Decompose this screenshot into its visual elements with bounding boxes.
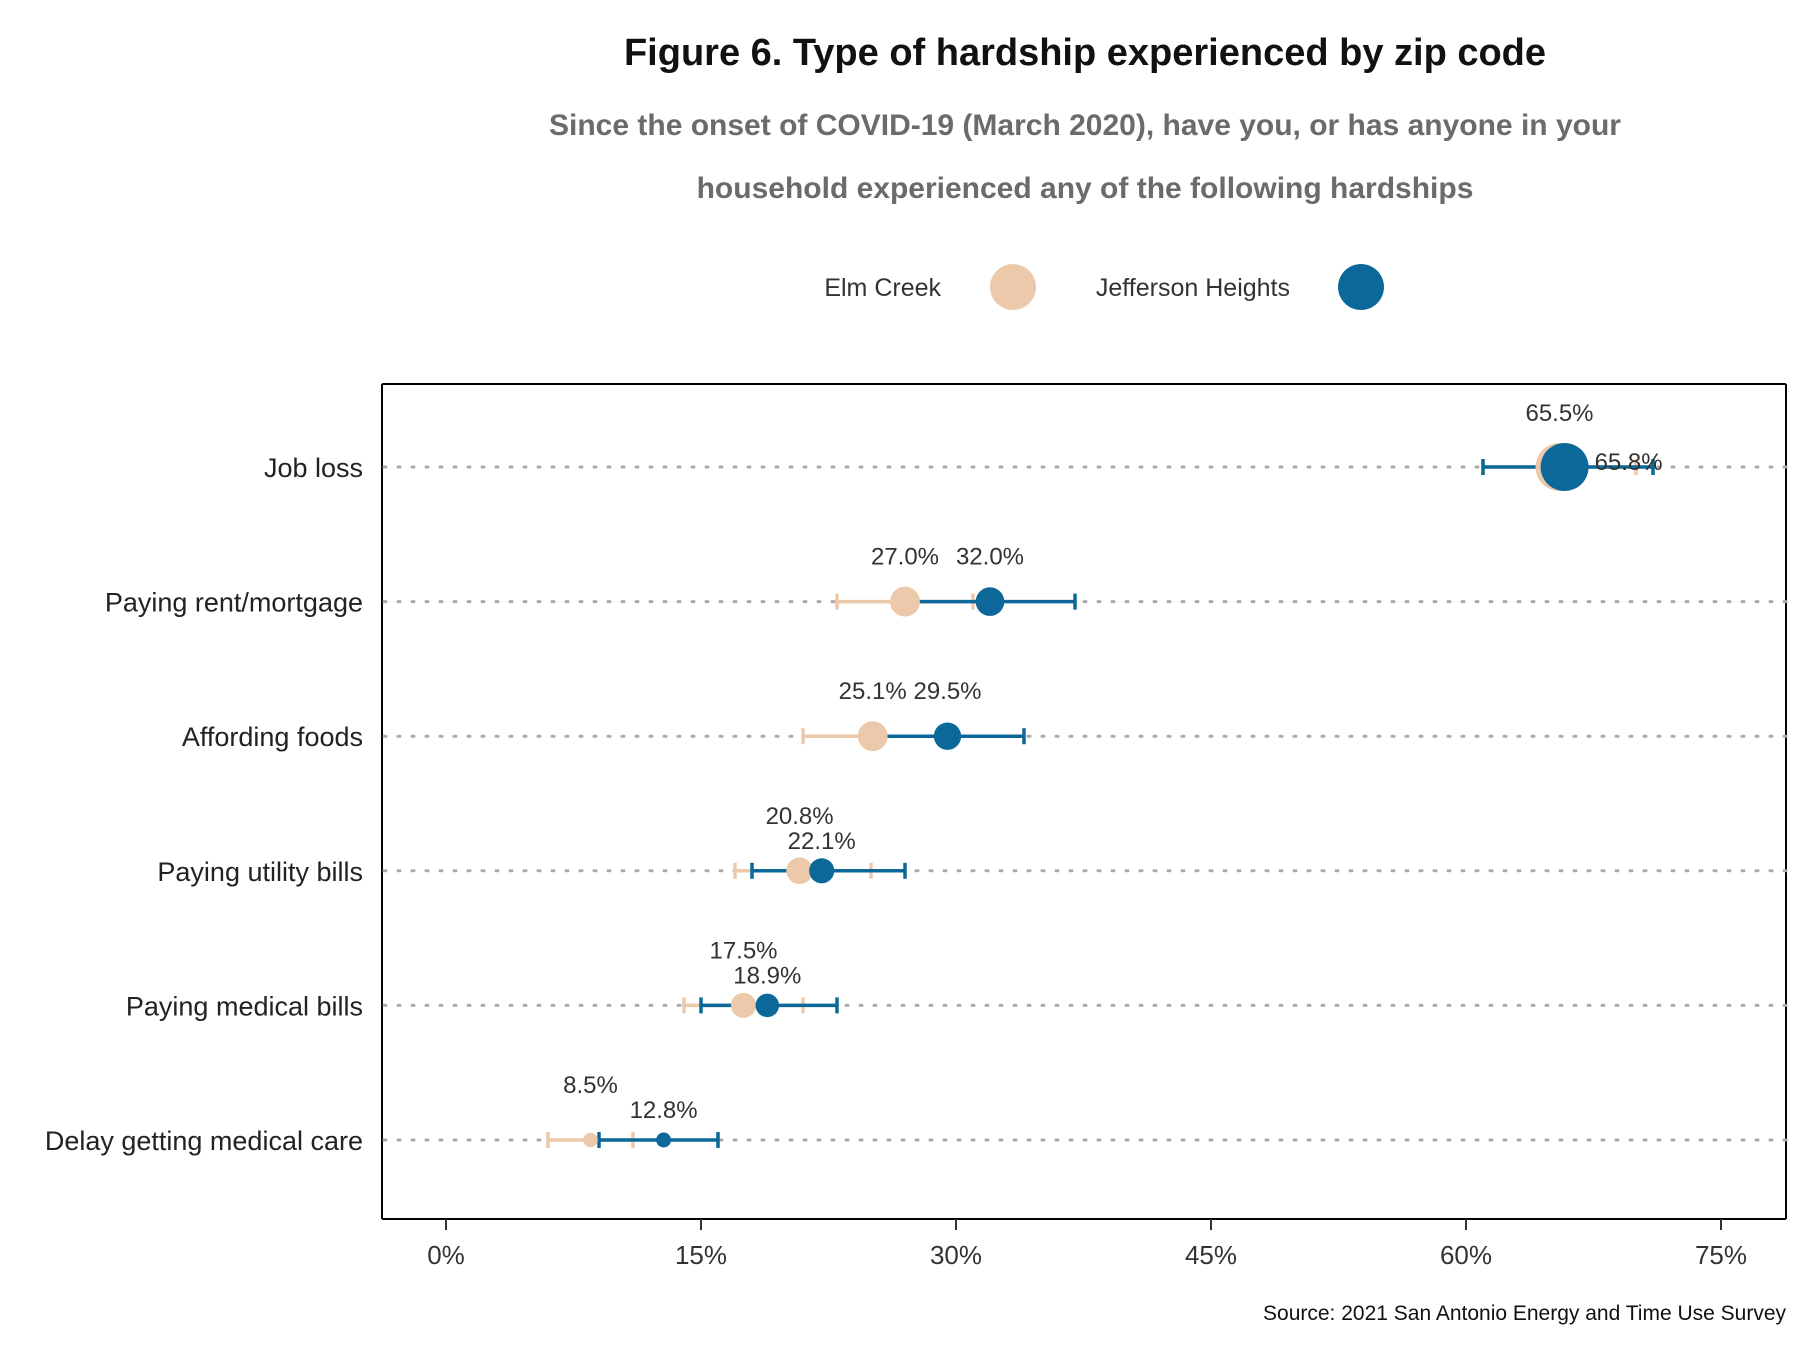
data-label-jefferson-heights-affording-foods: 29.5% [913,678,981,705]
data-labels: 65.5%65.8% 27.0% 32.0% 25.1% 29.5% 20.8%22.1%… [563,400,1662,1124]
category-label-job-loss: Job loss [264,453,363,483]
category-labels: Job loss Paying rent/mortgage Affording fo… [45,453,363,1156]
x-tick-label-60: 60% [1440,1240,1492,1270]
plot-area: 0% 15% 30% 45% 60% 75% Job loss Paying rent/mo… [45,383,1788,1270]
data-label-elm-creek-delay-getting-medical-care: 8.5% [563,1072,618,1099]
point-jefferson-heights-delay-getting-medical-care [656,1132,672,1148]
category-label-affording-foods: Affording foods [182,722,363,752]
chart-subtitle-line-2: household experienced any of the followi… [697,172,1474,205]
x-tick-label-75: 75% [1695,1240,1747,1270]
data-marks [546,443,1655,1148]
category-label-paying-medical-bills: Paying medical bills [126,991,363,1021]
gridlines [382,465,1788,1142]
chart-subtitle-line-1: Since the onset of COVID-19 (March 2020)… [549,109,1621,142]
x-tick-label-30: 30% [930,1240,982,1270]
point-jefferson-heights-job-loss [1540,443,1589,491]
point-elm-creek-delay-getting-medical-care [583,1132,598,1148]
legend-swatch-jefferson-heights [1338,264,1384,310]
chart-title: Figure 6. Type of hardship experienced b… [624,32,1546,74]
point-jefferson-heights-affording-foods [933,722,962,750]
source-note: Source: 2021 San Antonio Energy and Time… [1263,1302,1786,1325]
point-jefferson-heights-paying-medical-bills [755,993,780,1018]
x-tick-label-15: 15% [675,1240,727,1270]
legend-swatch-elm-creek [990,264,1036,310]
data-label-elm-creek-paying-rent-mortgage: 27.0% [871,544,939,571]
x-tick-label-45: 45% [1185,1240,1237,1270]
point-elm-creek-affording-foods [857,721,888,752]
x-tick-label-0: 0% [427,1240,465,1270]
category-label-paying-utility-bills: Paying utility bills [157,857,363,887]
data-label-jefferson-heights-job-loss: 65.8% [1595,449,1663,476]
data-label-elm-creek-paying-utility-bills: 20.8% [766,803,834,830]
point-elm-creek-paying-medical-bills [730,992,757,1018]
point-jefferson-heights-paying-rent-mortgage [975,587,1005,616]
point-elm-creek-paying-rent-mortgage [890,586,920,617]
point-jefferson-heights-paying-utility-bills [809,858,835,884]
data-label-elm-creek-job-loss: 65.5% [1525,400,1593,427]
point-elm-creek-paying-utility-bills [786,857,813,885]
data-label-jefferson-heights-paying-medical-bills: 18.9% [733,962,801,989]
category-label-delay-getting-medical-care: Delay getting medical care [45,1126,363,1156]
legend-label-jefferson-heights: Jefferson Heights [1096,274,1290,302]
data-label-elm-creek-paying-medical-bills: 17.5% [709,937,777,964]
data-label-elm-creek-affording-foods: 25.1% [839,678,907,705]
category-label-paying-rent-mortgage: Paying rent/mortgage [105,588,363,618]
data-label-jefferson-heights-paying-rent-mortgage: 32.0% [956,544,1024,571]
data-label-jefferson-heights-delay-getting-medical-care: 12.8% [630,1097,698,1124]
legend: Elm Creek Jefferson Heights [824,264,1384,310]
x-axis-ticks: 0% 15% 30% 45% 60% 75% [427,1219,1747,1270]
data-label-jefferson-heights-paying-utility-bills: 22.1% [788,828,856,855]
legend-label-elm-creek: Elm Creek [824,274,941,302]
